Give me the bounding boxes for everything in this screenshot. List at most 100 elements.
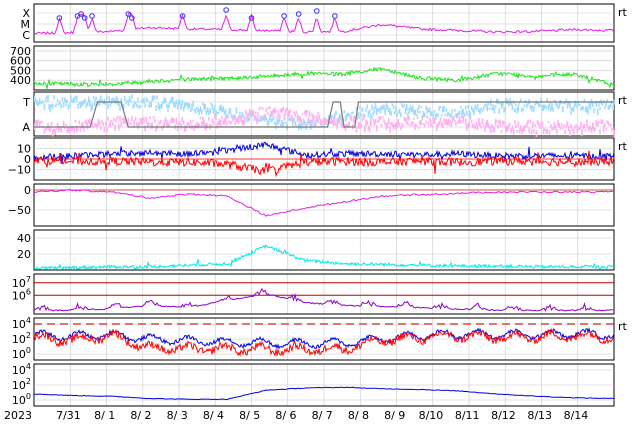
series-orientation-lightblue bbox=[130, 99, 132, 103]
series-orientation-pink bbox=[472, 123, 474, 128]
series-orientation-lightblue bbox=[208, 110, 210, 116]
series-orientation-lightblue bbox=[458, 110, 461, 116]
series-orientation-pink bbox=[96, 123, 98, 129]
series-orientation-pink bbox=[91, 122, 94, 128]
series-orientation-lightblue bbox=[533, 106, 535, 113]
series-orientation-pink bbox=[293, 111, 295, 114]
series-orientation-lightblue bbox=[432, 114, 434, 121]
series-orientation-pink bbox=[64, 126, 66, 130]
tick-label: 104 bbox=[12, 362, 31, 377]
series-orientation-pink bbox=[190, 120, 192, 124]
series-orientation-pink bbox=[581, 129, 583, 136]
series-orientation-pink bbox=[421, 115, 424, 119]
series-orientation-lightblue bbox=[126, 99, 128, 103]
date-label: 8/10 bbox=[419, 409, 444, 422]
series-orientation-lightblue bbox=[86, 101, 89, 106]
series-orientation-pink bbox=[588, 126, 590, 132]
series-orientation-pink bbox=[606, 120, 608, 123]
series-orientation-pink bbox=[494, 119, 497, 126]
series-orientation-pink bbox=[56, 122, 59, 128]
series-orientation-pink bbox=[253, 115, 256, 121]
series-orientation-pink bbox=[474, 125, 476, 130]
series-orientation-pink bbox=[168, 123, 170, 128]
series-orientation-pink bbox=[172, 117, 174, 122]
series-orientation-lightblue bbox=[594, 101, 596, 104]
series-orientation-lightblue bbox=[65, 100, 67, 107]
series-orientation-pink bbox=[420, 120, 422, 126]
series-orientation-pink bbox=[256, 117, 258, 125]
series-orientation-pink bbox=[506, 126, 509, 132]
series-orientation-pink bbox=[299, 116, 301, 124]
series-orientation-lightblue bbox=[529, 105, 532, 110]
series-orientation-lightblue bbox=[239, 111, 241, 115]
series-orientation-pink bbox=[187, 121, 190, 126]
series-orientation-pink bbox=[192, 120, 194, 123]
series-orientation-pink bbox=[182, 120, 185, 125]
series-orientation-pink bbox=[82, 122, 84, 129]
tick-label: 0 bbox=[24, 153, 31, 166]
series-orientation-lightblue bbox=[552, 107, 554, 113]
series-orientation-pink bbox=[552, 126, 554, 130]
series-orientation-pink bbox=[232, 117, 234, 121]
series-orientation-lightblue bbox=[534, 102, 536, 106]
series-orientation-lightblue bbox=[546, 98, 548, 103]
series-orientation-pink bbox=[162, 123, 164, 129]
series-orientation-pink bbox=[434, 117, 437, 121]
series-orientation-lightblue bbox=[466, 110, 468, 116]
series-orientation-pink bbox=[385, 123, 388, 131]
series-orientation-pink bbox=[294, 113, 296, 117]
series-orientation-pink bbox=[454, 120, 456, 123]
series-orientation-lightblue bbox=[164, 98, 167, 104]
series-orientation-lightblue bbox=[605, 102, 607, 107]
series-orientation-lightblue bbox=[385, 103, 388, 110]
series-orientation-pink bbox=[452, 116, 455, 121]
series-orientation-pink bbox=[307, 117, 310, 121]
series-orientation-pink bbox=[518, 128, 521, 134]
series-orientation-lightblue bbox=[275, 122, 277, 130]
series-orientation-pink bbox=[568, 125, 570, 132]
series-orientation-pink bbox=[367, 125, 370, 131]
series-orientation-lightblue bbox=[556, 103, 558, 107]
series-orientation-lightblue bbox=[148, 104, 150, 108]
series-orientation-lightblue bbox=[481, 110, 484, 113]
series-orientation-pink bbox=[444, 120, 446, 125]
series-orientation-lightblue bbox=[294, 121, 296, 126]
series-orientation-pink bbox=[115, 118, 118, 123]
series-orientation-lightblue bbox=[193, 108, 196, 112]
series-orientation-pink bbox=[284, 108, 287, 116]
series-orientation-pink bbox=[43, 129, 46, 134]
series-orientation-lightblue bbox=[473, 108, 475, 116]
series-orientation-lightblue bbox=[541, 105, 544, 111]
tick-label: 20 bbox=[17, 248, 31, 261]
series-orientation-lightblue bbox=[568, 100, 570, 106]
series-orientation-pink bbox=[218, 118, 221, 126]
series-orientation-pink bbox=[110, 120, 113, 123]
series-orientation-lightblue bbox=[88, 96, 90, 103]
series-orientation-lightblue bbox=[191, 104, 193, 111]
series-orientation-lightblue bbox=[53, 95, 55, 100]
series-orientation-pink bbox=[186, 122, 188, 126]
series-orientation-pink bbox=[331, 119, 334, 124]
series-orientation-lightblue bbox=[54, 104, 56, 108]
series-orientation-pink bbox=[427, 121, 430, 126]
series-orientation-pink bbox=[36, 120, 38, 127]
series-orientation-lightblue bbox=[338, 113, 341, 121]
series-orientation-lightblue bbox=[586, 105, 588, 113]
series-orientation-lightblue bbox=[346, 113, 348, 120]
series-orientation-lightblue bbox=[161, 103, 163, 109]
series-orientation-lightblue bbox=[197, 107, 199, 113]
series-orientation-lightblue bbox=[562, 105, 564, 112]
series-orientation-lightblue bbox=[82, 100, 84, 106]
series-orientation-lightblue bbox=[172, 96, 174, 104]
series-orientation-pink bbox=[88, 119, 90, 124]
series-orientation-pink bbox=[539, 124, 541, 130]
series-orientation-pink bbox=[288, 110, 290, 117]
series-orientation-pink bbox=[38, 121, 41, 128]
series-orientation-lightblue bbox=[484, 104, 486, 108]
series-orientation-pink bbox=[608, 123, 611, 126]
series-orientation-lightblue bbox=[532, 106, 534, 109]
series-orientation-pink bbox=[323, 117, 325, 120]
series-orientation-lightblue bbox=[353, 115, 355, 122]
series-orientation-pink bbox=[310, 119, 312, 126]
panel-frame-bz_orientation bbox=[33, 91, 615, 137]
